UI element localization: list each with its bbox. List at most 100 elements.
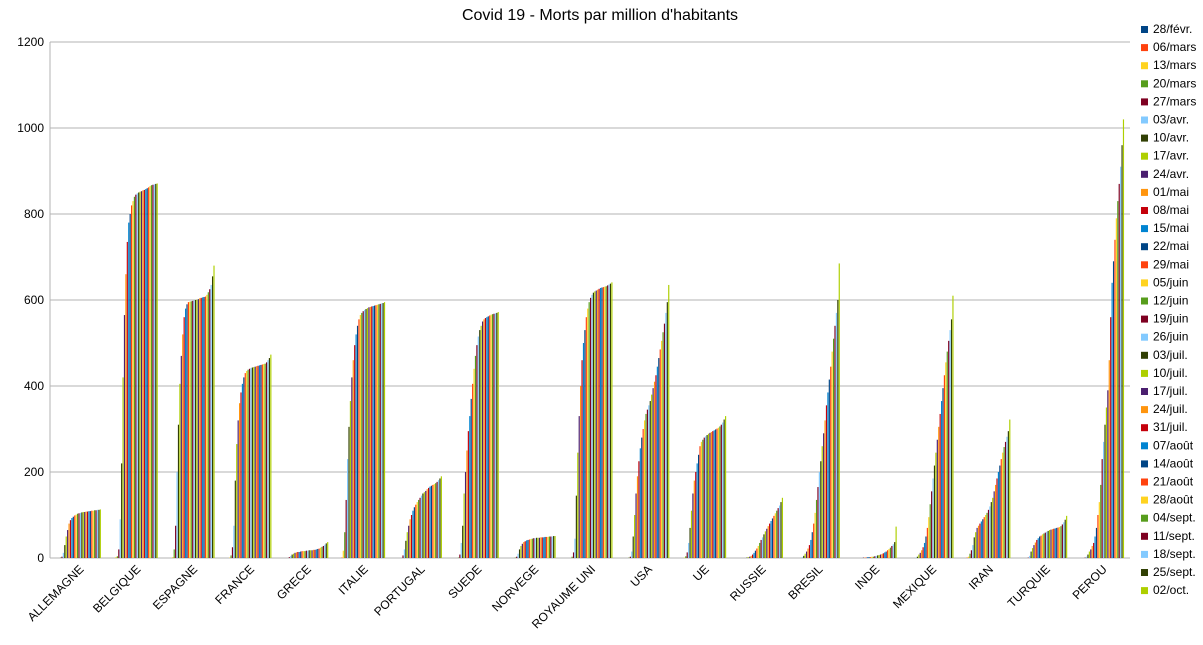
bar [644, 420, 646, 558]
bar [1111, 282, 1113, 558]
bar [574, 538, 576, 558]
bar [992, 497, 994, 558]
bar [422, 493, 424, 558]
bar [325, 543, 327, 558]
bar [1054, 528, 1056, 558]
bar [1057, 527, 1059, 558]
bar [1066, 515, 1068, 558]
bar [663, 323, 666, 558]
bar [460, 542, 462, 558]
bar [1063, 522, 1065, 558]
legend-swatch [1141, 514, 1148, 522]
bar [821, 446, 823, 558]
bar [528, 539, 531, 558]
bar [383, 302, 386, 558]
bar [305, 550, 307, 558]
legend-label: 20/mars [1153, 76, 1196, 90]
bar [540, 537, 542, 558]
bar [410, 515, 413, 558]
x-tick-label: TURQUIE [1005, 562, 1053, 610]
bar [834, 325, 836, 558]
y-tick-label: 800 [24, 207, 44, 221]
bar [86, 511, 89, 558]
bar [413, 507, 415, 558]
bar [378, 304, 380, 558]
bar [969, 553, 971, 558]
bar [524, 541, 526, 558]
bar [119, 519, 121, 558]
bar [173, 549, 175, 558]
bar [773, 515, 775, 558]
bar [435, 483, 437, 558]
legend-swatch [1141, 152, 1148, 160]
bar [572, 552, 575, 558]
bar [541, 537, 543, 558]
bar [1003, 447, 1005, 558]
bar [416, 502, 418, 558]
bar [916, 556, 919, 558]
bar [661, 340, 663, 558]
bar [1030, 551, 1032, 558]
bar [361, 312, 363, 558]
bar [918, 554, 920, 558]
bar [146, 188, 148, 558]
bar [752, 554, 754, 558]
bar [578, 416, 580, 558]
bar [720, 424, 722, 558]
bar [817, 487, 819, 558]
bar [652, 388, 654, 558]
x-tick-label: PEROU [1070, 562, 1110, 602]
bar [497, 312, 499, 558]
bar [308, 550, 310, 558]
bar [759, 542, 761, 558]
bar [246, 370, 248, 558]
bar [828, 379, 830, 558]
bar [199, 298, 201, 558]
bar [362, 311, 364, 558]
bar [975, 532, 977, 558]
bar [973, 537, 975, 558]
legend-layer: 28/févr. 06/mars 13/mars 20/mars 27/mars 03/a… [1141, 22, 1196, 597]
bar [658, 358, 660, 558]
chart-title: Covid 19 - Morts par million d'habitants [462, 7, 738, 24]
bar [602, 287, 604, 558]
bar [192, 300, 194, 558]
legend-label: 17/avr. [1153, 149, 1189, 163]
bar [327, 542, 329, 558]
x-tick-label: IRAN [966, 562, 996, 592]
bar [139, 191, 141, 558]
bar [1114, 239, 1116, 559]
bar [948, 340, 950, 558]
bar [938, 426, 940, 558]
bar [1104, 424, 1106, 558]
legend-swatch [1141, 261, 1148, 269]
bar [835, 312, 838, 558]
bar [922, 547, 924, 558]
bar [71, 518, 73, 558]
bar [437, 480, 440, 558]
bar [202, 297, 204, 558]
bar [487, 316, 489, 558]
bar [98, 509, 100, 558]
bar [571, 556, 573, 558]
bar [871, 556, 873, 558]
legend-swatch [1141, 98, 1148, 106]
bar [551, 536, 553, 558]
bar [1115, 218, 1117, 559]
bar [121, 463, 123, 558]
legend-swatch [1141, 587, 1148, 595]
bar [348, 426, 350, 558]
bar [234, 480, 236, 558]
bar [990, 502, 992, 558]
bar [206, 294, 208, 558]
bar [172, 557, 174, 558]
bar [321, 546, 323, 558]
bar [592, 292, 595, 558]
bar [723, 419, 725, 558]
bar [302, 551, 305, 558]
x-tick-label: ITALIE [336, 562, 371, 597]
bar [894, 542, 896, 558]
bar [1000, 459, 1002, 558]
bar [237, 420, 239, 558]
